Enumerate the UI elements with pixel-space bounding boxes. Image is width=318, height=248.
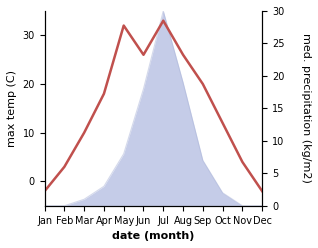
Y-axis label: med. precipitation (kg/m2): med. precipitation (kg/m2) (301, 33, 311, 183)
Y-axis label: max temp (C): max temp (C) (7, 70, 17, 147)
X-axis label: date (month): date (month) (112, 231, 195, 241)
